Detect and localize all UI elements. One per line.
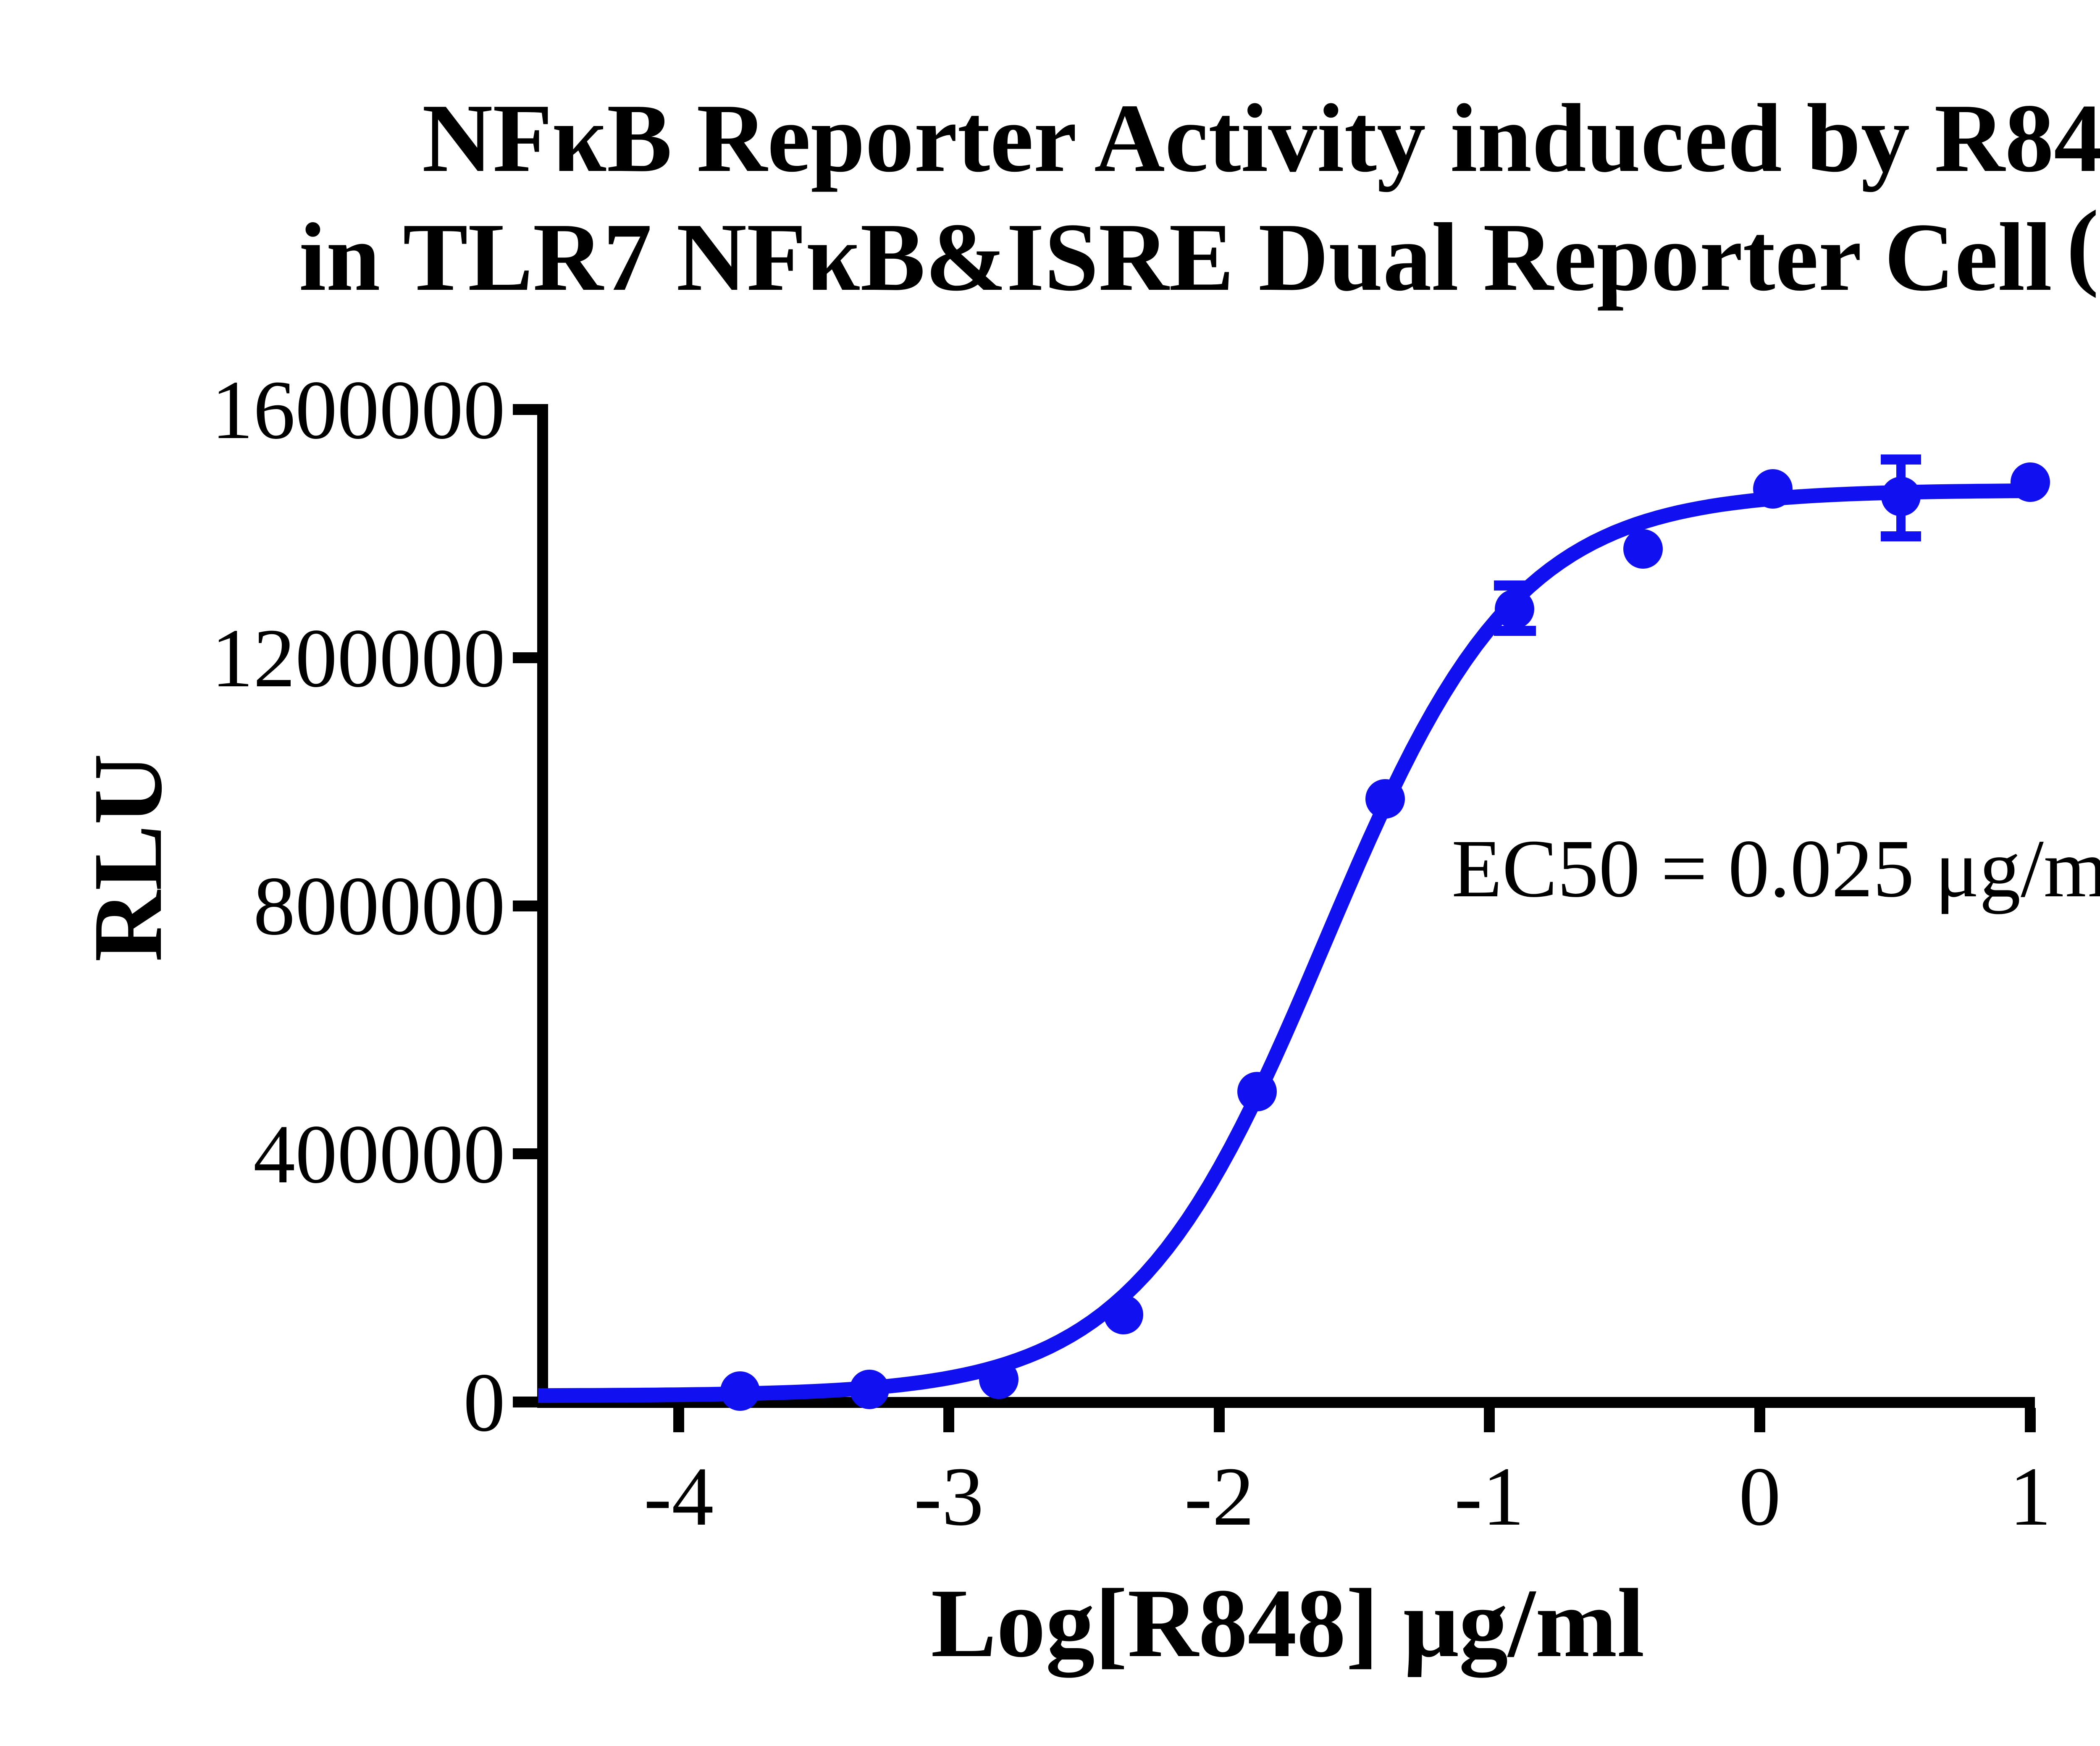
svg-text:800000: 800000: [253, 860, 505, 953]
svg-text:-3: -3: [914, 1450, 984, 1543]
svg-text:0: 0: [1739, 1450, 1781, 1543]
svg-text:400000: 400000: [253, 1108, 505, 1201]
svg-text:Log[R848] μg/ml: Log[R848] μg/ml: [931, 1568, 1644, 1678]
svg-text:-2: -2: [1184, 1450, 1255, 1543]
svg-text:in TLR7 NFκB&ISRE Dual Reporte: in TLR7 NFκB&ISRE Dual Reporter Cell(C3): [299, 191, 2100, 311]
svg-text:1: 1: [2009, 1450, 2051, 1543]
svg-text:0: 0: [463, 1356, 505, 1449]
svg-text:NFκB Reporter Activity induced: NFκB Reporter Activity induced by R848: [422, 84, 2100, 192]
svg-text:1200000: 1200000: [211, 612, 505, 705]
svg-text:-1: -1: [1454, 1450, 1525, 1543]
svg-text:1600000: 1600000: [211, 364, 505, 457]
svg-text:-4: -4: [644, 1450, 714, 1543]
svg-text:EC50 = 0.025 μg/ml: EC50 = 0.025 μg/ml: [1452, 822, 2100, 914]
svg-text:RLU: RLU: [73, 754, 182, 962]
